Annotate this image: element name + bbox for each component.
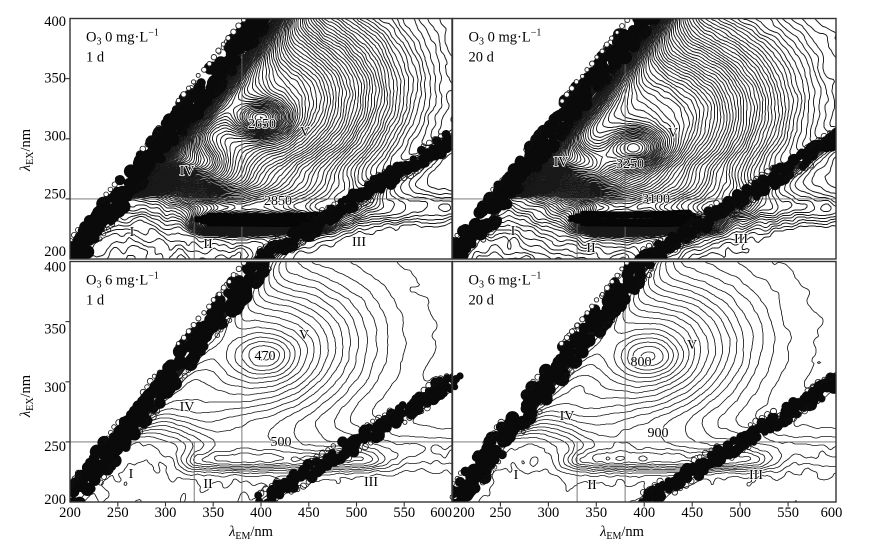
svg-text:I: I [129, 467, 134, 482]
svg-text:300: 300 [538, 505, 560, 521]
svg-text:450: 450 [681, 505, 703, 521]
svg-text:III: III [364, 475, 378, 490]
svg-text:400: 400 [633, 505, 655, 521]
svg-text:800: 800 [631, 355, 652, 370]
svg-text:500: 500 [271, 435, 292, 450]
svg-text:300: 300 [44, 380, 66, 396]
svg-text:3250: 3250 [616, 157, 644, 172]
svg-text:200: 200 [44, 244, 66, 260]
svg-text:600: 600 [821, 505, 843, 521]
svg-text:350: 350 [44, 71, 66, 87]
svg-text:O3 0 mg·L−1: O3 0 mg·L−1 [469, 28, 542, 48]
svg-text:470: 470 [255, 349, 276, 364]
svg-text:II: II [586, 241, 596, 256]
svg-text:2650: 2650 [248, 117, 276, 132]
svg-text:V: V [300, 125, 310, 140]
svg-text:200: 200 [453, 505, 475, 521]
svg-text:300: 300 [44, 129, 66, 145]
svg-text:V: V [687, 338, 697, 353]
svg-text:250: 250 [44, 187, 66, 203]
svg-text:IV: IV [180, 400, 195, 415]
svg-text:III: III [734, 232, 748, 247]
svg-text:λEX/nm: λEX/nm [18, 128, 36, 172]
svg-text:λEM/nm: λEM/nm [228, 524, 274, 542]
svg-text:λEM/nm: λEM/nm [599, 524, 645, 542]
svg-text:III: III [749, 468, 763, 483]
svg-text:II: II [587, 478, 597, 493]
svg-text:350: 350 [44, 322, 66, 338]
svg-text:600: 600 [430, 505, 452, 521]
svg-text:350: 350 [202, 505, 224, 521]
svg-text:I: I [130, 225, 135, 240]
svg-text:3100: 3100 [642, 192, 670, 207]
svg-text:I: I [514, 468, 519, 483]
svg-text:250: 250 [107, 505, 129, 521]
svg-text:20 d: 20 d [469, 293, 495, 309]
svg-text:250: 250 [44, 439, 66, 455]
svg-text:500: 500 [346, 505, 368, 521]
svg-text:II: II [203, 237, 213, 252]
svg-text:550: 550 [777, 505, 799, 521]
svg-text:20 d: 20 d [469, 50, 495, 66]
svg-text:250: 250 [490, 505, 512, 521]
svg-text:450: 450 [298, 505, 320, 521]
svg-text:1 d: 1 d [86, 293, 105, 309]
svg-text:1 d: 1 d [86, 50, 105, 66]
svg-text:V: V [668, 126, 678, 141]
svg-text:550: 550 [393, 505, 415, 521]
svg-text:II: II [203, 477, 213, 492]
svg-text:λEX/nm: λEX/nm [18, 374, 36, 418]
svg-text:IV: IV [560, 409, 575, 424]
svg-text:500: 500 [729, 505, 751, 521]
svg-text:200: 200 [59, 505, 81, 521]
svg-text:350: 350 [585, 505, 607, 521]
svg-text:IV: IV [180, 164, 195, 179]
svg-text:2850: 2850 [264, 194, 292, 209]
svg-text:400: 400 [44, 260, 66, 276]
svg-text:O3 0 mg·L−1: O3 0 mg·L−1 [86, 28, 159, 48]
svg-text:300: 300 [155, 505, 177, 521]
svg-text:IV: IV [554, 155, 569, 170]
svg-text:III: III [352, 235, 366, 250]
svg-text:200: 200 [44, 492, 66, 508]
svg-text:O3 6 mg·L−1: O3 6 mg·L−1 [86, 271, 159, 291]
svg-text:400: 400 [44, 14, 66, 30]
svg-text:O3 6 mg·L−1: O3 6 mg·L−1 [469, 271, 542, 291]
svg-text:900: 900 [648, 426, 669, 441]
svg-text:I: I [511, 224, 516, 239]
svg-text:400: 400 [250, 505, 272, 521]
svg-text:V: V [299, 328, 309, 343]
